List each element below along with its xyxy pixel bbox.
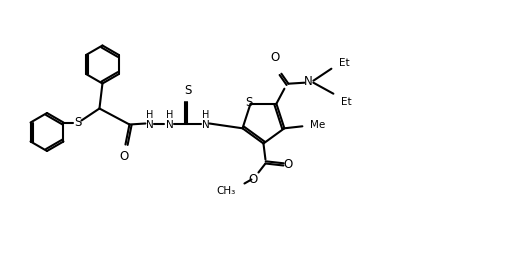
Text: S: S [245,96,252,109]
Text: N: N [202,119,209,130]
Text: O: O [249,173,258,186]
Text: H: H [146,109,153,119]
Text: H: H [166,109,173,119]
Text: O: O [284,158,293,171]
Text: O: O [271,51,280,64]
Text: CH₃: CH₃ [216,186,235,196]
Text: H: H [202,109,209,119]
Text: S: S [74,116,81,129]
Text: N: N [304,75,313,88]
Text: Me: Me [311,120,326,130]
Text: S: S [184,84,191,96]
Text: N: N [146,119,153,130]
Text: O: O [120,149,129,163]
Text: N: N [166,119,173,130]
Text: Et: Et [340,58,350,68]
Text: Et: Et [342,97,352,107]
